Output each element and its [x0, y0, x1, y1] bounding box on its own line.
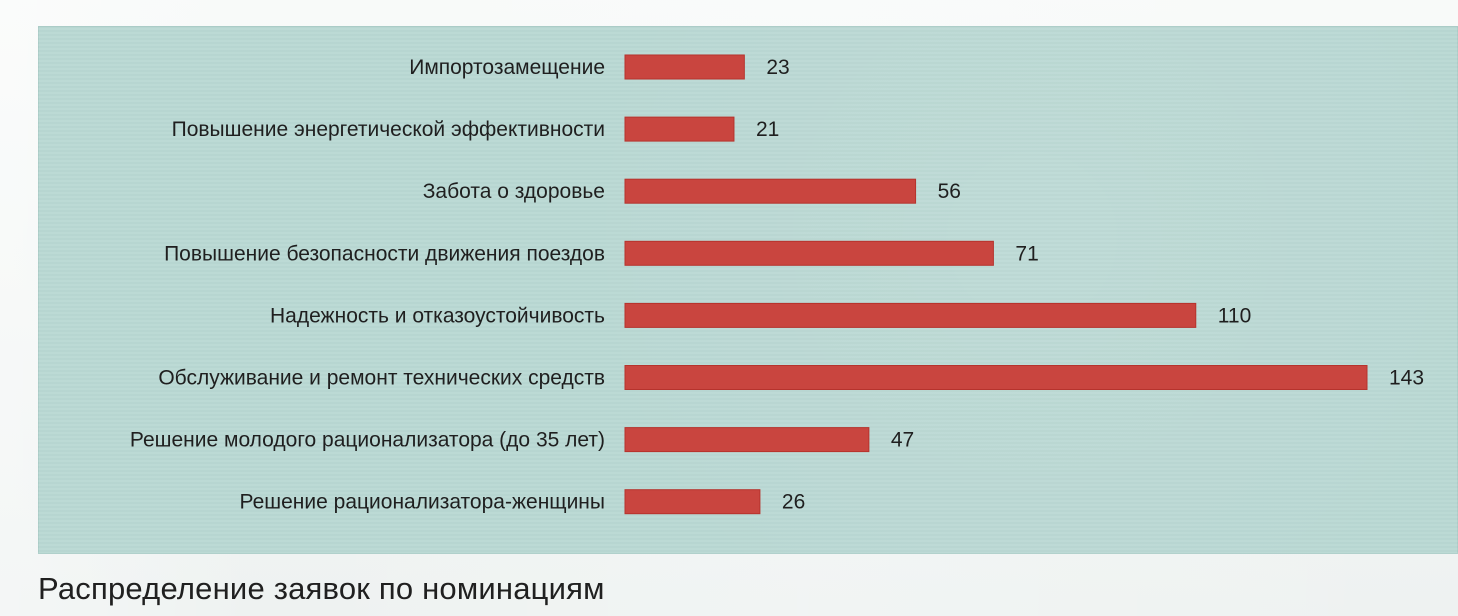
data-label: 56	[938, 180, 961, 203]
data-label: 143	[1389, 367, 1424, 390]
bar	[624, 54, 745, 80]
data-label: 21	[756, 118, 779, 141]
chart-caption: Распределение заявок по номинациям	[38, 571, 605, 606]
category-label: Импортозамещение	[409, 56, 605, 79]
bar	[624, 365, 1368, 390]
bar	[624, 427, 870, 453]
category-label: Надежность и отказоустойчивость	[270, 304, 605, 327]
bar	[624, 240, 994, 266]
category-label: Повышение энергетической эффективности	[172, 118, 605, 141]
data-label: 23	[766, 56, 789, 79]
category-label: Обслуживание и ремонт технических средст…	[158, 367, 605, 390]
data-label: 110	[1218, 304, 1251, 327]
category-label: Решение молодого рационализатора (до 35 …	[130, 429, 605, 452]
bar	[624, 116, 735, 142]
category-label: Решение рационализатора-женщины	[240, 491, 605, 514]
chart-panel: Импортозамещение 23 Повышение энергетическ…	[38, 26, 1458, 554]
data-label: 26	[782, 491, 805, 514]
bar-chart: Импортозамещение 23 Повышение энергетическ…	[130, 54, 1424, 515]
bar	[624, 302, 1197, 328]
data-label: 47	[891, 429, 914, 452]
bar	[624, 178, 917, 204]
data-label: 71	[1015, 242, 1038, 265]
category-label: Повышение безопасности движения поездов	[164, 242, 605, 265]
bar	[624, 489, 761, 515]
category-label: Забота о здоровье	[423, 180, 605, 203]
